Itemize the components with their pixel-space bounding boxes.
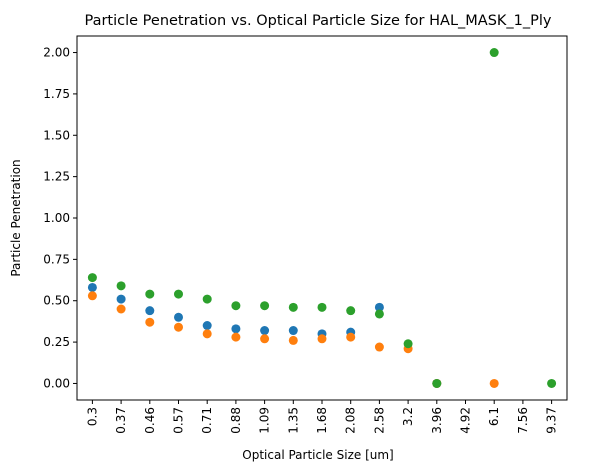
data-points xyxy=(88,48,556,388)
data-point-s1-7 xyxy=(289,326,298,335)
y-tick-label-1: 0.25 xyxy=(43,335,70,349)
data-point-s3-9 xyxy=(346,306,355,315)
x-tick-label-2: 0.46 xyxy=(143,407,157,434)
data-point-s3-10 xyxy=(375,309,384,318)
x-tick-label-14: 6.1 xyxy=(487,407,501,426)
data-point-s1-5 xyxy=(231,324,240,333)
data-point-s3-2 xyxy=(145,290,154,299)
y-axis-label: Particle Penetration xyxy=(9,159,23,276)
data-point-s3-8 xyxy=(318,303,327,312)
x-tick-label-9: 2.08 xyxy=(344,407,358,434)
x-tick-label-0: 0.3 xyxy=(85,407,99,426)
data-point-s2-10 xyxy=(375,343,384,352)
data-point-s2-3 xyxy=(174,323,183,332)
x-tick-label-4: 0.71 xyxy=(200,407,214,434)
y-tick-label-5: 1.25 xyxy=(43,170,70,184)
data-point-s3-0 xyxy=(88,273,97,282)
x-axis-label: Optical Particle Size [um] xyxy=(242,448,393,462)
x-tick-label-15: 7.56 xyxy=(516,407,530,434)
data-point-s3-12 xyxy=(432,379,441,388)
data-point-s2-8 xyxy=(318,334,327,343)
y-tick-label-8: 2.00 xyxy=(43,46,70,60)
data-point-s1-2 xyxy=(145,306,154,315)
x-tick-label-5: 0.88 xyxy=(229,407,243,434)
data-point-s2-1 xyxy=(117,305,126,314)
data-point-s2-0 xyxy=(88,291,97,300)
x-tick-label-12: 3.96 xyxy=(430,407,444,434)
data-point-s3-14 xyxy=(490,48,499,57)
data-point-s2-5 xyxy=(231,333,240,342)
data-point-s2-9 xyxy=(346,333,355,342)
data-point-s2-2 xyxy=(145,318,154,327)
x-tick-label-8: 1.68 xyxy=(315,407,329,434)
y-tick-label-7: 1.75 xyxy=(43,87,70,101)
data-point-s1-4 xyxy=(203,321,212,330)
x-tick-label-11: 3.2 xyxy=(401,407,415,426)
x-tick-label-7: 1.35 xyxy=(286,407,300,434)
data-point-s3-5 xyxy=(231,301,240,310)
x-tick-label-3: 0.57 xyxy=(172,407,186,434)
y-axis: 0.00 0.25 0.50 0.75 1.00 1.25 1.50 1.75 2.00 xyxy=(43,46,77,391)
x-tick-label-6: 1.09 xyxy=(258,407,272,434)
data-point-s2-4 xyxy=(203,329,212,338)
data-point-s3-1 xyxy=(117,281,126,290)
x-tick-label-16: 9.37 xyxy=(545,407,559,434)
chart-title: Particle Penetration vs. Optical Particl… xyxy=(84,13,551,29)
data-point-s3-16 xyxy=(547,379,556,388)
y-tick-label-4: 1.00 xyxy=(43,211,70,225)
plot-frame xyxy=(77,36,567,400)
data-point-s2-7 xyxy=(289,336,298,345)
data-point-s1-0 xyxy=(88,283,97,292)
data-point-s2-6 xyxy=(260,334,269,343)
x-tick-label-13: 4.92 xyxy=(459,407,473,434)
y-tick-label-3: 0.75 xyxy=(43,252,70,266)
y-tick-label-6: 1.50 xyxy=(43,128,70,142)
data-point-s3-11 xyxy=(404,339,413,348)
data-point-s3-3 xyxy=(174,290,183,299)
data-point-s3-4 xyxy=(203,295,212,304)
data-point-s3-6 xyxy=(260,301,269,310)
x-axis: 0.3 0.37 0.46 0.57 0.71 0.88 1.09 1.35 1.68 2.08 2… xyxy=(85,400,558,434)
data-point-s3-7 xyxy=(289,303,298,312)
x-tick-label-1: 0.37 xyxy=(114,407,128,434)
y-tick-label-2: 0.50 xyxy=(43,294,70,308)
data-point-s1-6 xyxy=(260,326,269,335)
y-tick-label-0: 0.00 xyxy=(43,376,70,390)
x-tick-label-10: 2.58 xyxy=(372,407,386,434)
data-point-s2-14 xyxy=(490,379,499,388)
data-point-s1-1 xyxy=(117,295,126,304)
data-point-s1-3 xyxy=(174,313,183,322)
